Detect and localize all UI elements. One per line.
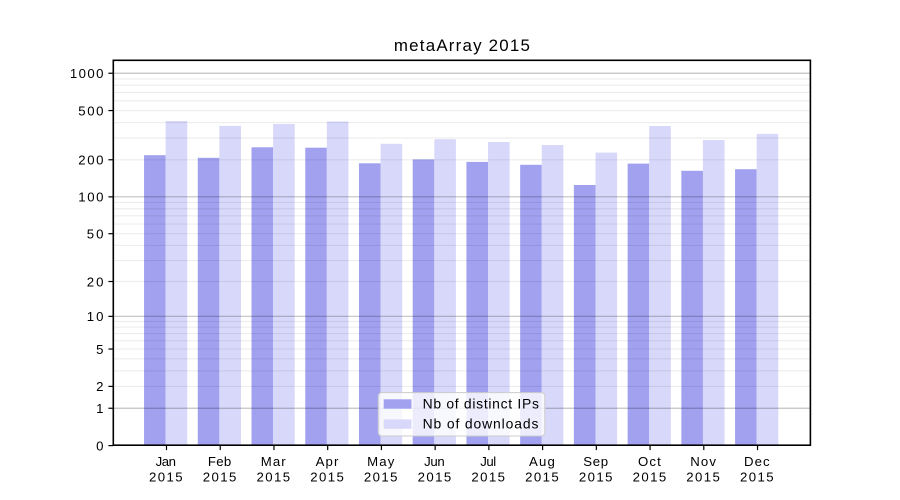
svg-text:Oct: Oct — [638, 454, 661, 469]
svg-text:Dec: Dec — [744, 454, 770, 469]
svg-text:metaArray 2015: metaArray 2015 — [394, 36, 530, 55]
svg-text:May: May — [367, 454, 395, 469]
svg-text:100: 100 — [78, 190, 103, 205]
svg-text:2015: 2015 — [686, 470, 720, 485]
svg-text:Sep: Sep — [583, 454, 608, 469]
svg-text:2015: 2015 — [203, 470, 237, 485]
svg-text:2015: 2015 — [740, 470, 774, 485]
svg-text:Nb of distinct IPs: Nb of distinct IPs — [423, 396, 539, 412]
svg-text:2015: 2015 — [418, 470, 452, 485]
svg-text:Feb: Feb — [208, 454, 231, 469]
svg-text:Mar: Mar — [261, 454, 286, 469]
svg-text:500: 500 — [78, 103, 103, 118]
svg-text:1: 1 — [96, 401, 103, 416]
svg-text:Jun: Jun — [424, 454, 445, 469]
svg-text:2: 2 — [96, 379, 103, 394]
svg-text:2015: 2015 — [310, 470, 344, 485]
svg-text:Aug: Aug — [529, 454, 555, 469]
svg-text:2015: 2015 — [471, 470, 505, 485]
svg-text:0: 0 — [96, 438, 103, 453]
svg-text:2015: 2015 — [579, 470, 613, 485]
svg-text:2015: 2015 — [149, 470, 183, 485]
svg-text:Jul: Jul — [480, 454, 496, 469]
svg-text:2015: 2015 — [256, 470, 290, 485]
svg-text:200: 200 — [78, 153, 103, 168]
svg-text:2015: 2015 — [525, 470, 559, 485]
svg-text:2015: 2015 — [364, 470, 398, 485]
svg-text:Jan: Jan — [156, 454, 176, 469]
svg-text:Nov: Nov — [690, 454, 716, 469]
svg-text:1000: 1000 — [70, 66, 104, 81]
svg-text:2015: 2015 — [633, 470, 667, 485]
svg-text:5: 5 — [96, 342, 103, 357]
svg-text:Nb of downloads: Nb of downloads — [423, 415, 539, 431]
svg-text:Apr: Apr — [316, 454, 339, 469]
